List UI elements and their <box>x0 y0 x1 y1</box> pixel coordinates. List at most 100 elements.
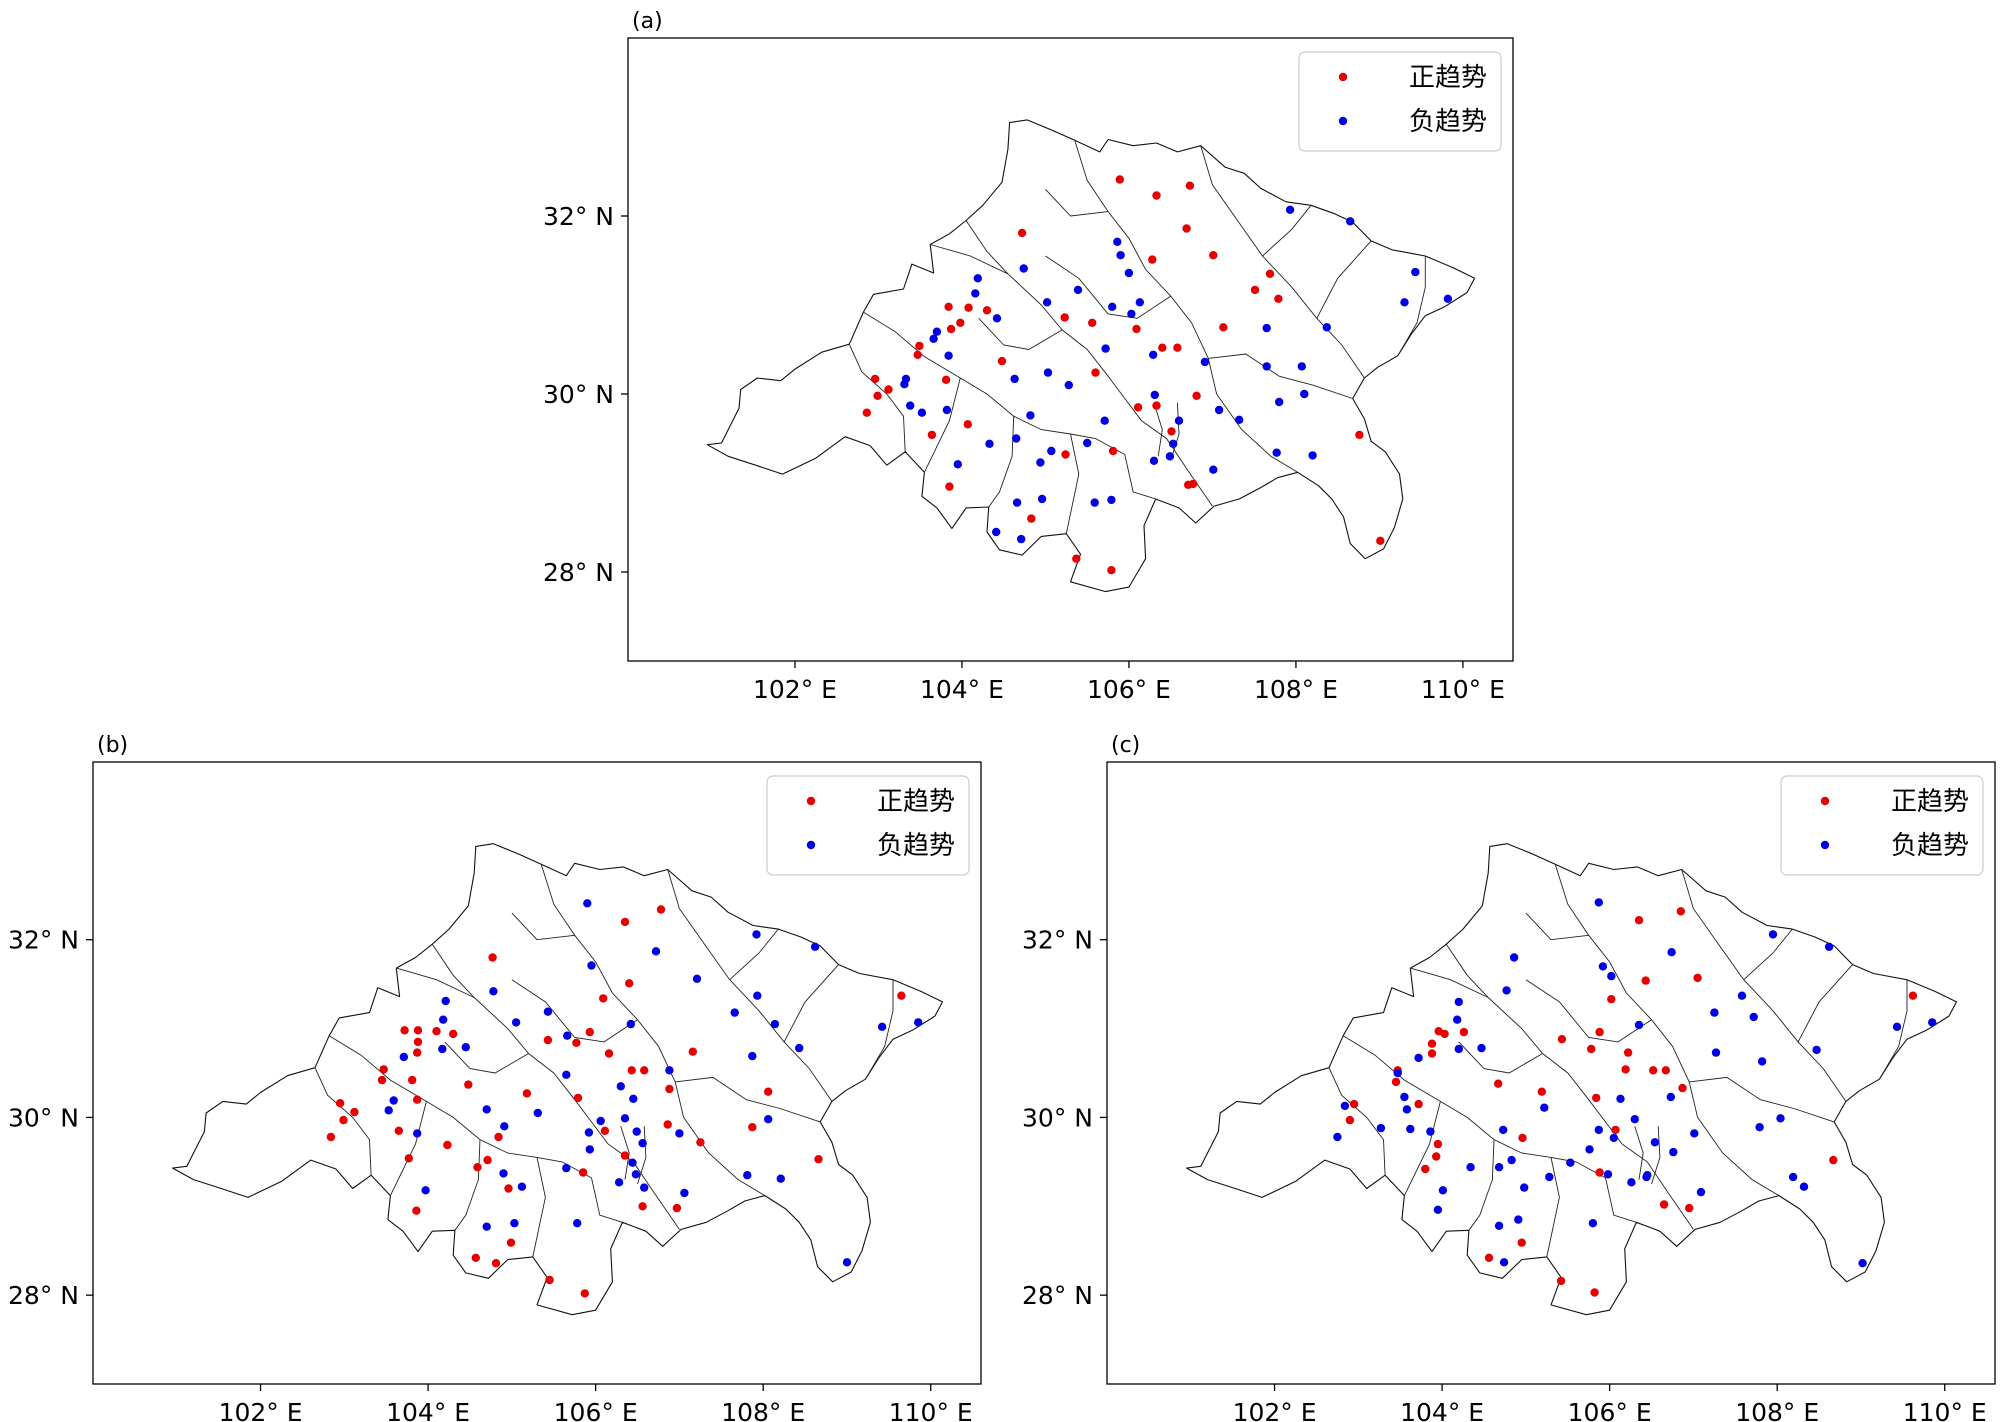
positive-trend-point <box>600 1126 610 1136</box>
negative-trend-point <box>1043 368 1053 377</box>
legend-positive-label: 正趋势 <box>1409 63 1487 93</box>
district-boundary <box>511 979 638 1043</box>
negative-trend-point <box>900 380 909 389</box>
positive-trend-point <box>1829 1155 1838 1165</box>
district-boundary <box>540 864 685 1118</box>
negative-trend-point <box>1037 494 1047 504</box>
negative-trend-point <box>1149 350 1158 359</box>
district-boundary <box>1397 256 1426 356</box>
y-tick-label: 32° N <box>1022 926 1093 955</box>
positive-trend-point <box>572 1038 581 1048</box>
negative-trend-point <box>748 1051 757 1061</box>
x-tick-label: 104° E <box>920 675 1004 704</box>
district-boundary <box>1141 420 1213 507</box>
negative-trend-point <box>992 314 1002 323</box>
negative-trend-point <box>1064 380 1074 390</box>
district-boundary <box>1316 240 1372 319</box>
negative-trend-point <box>1545 1172 1554 1182</box>
negative-trend-point <box>1116 251 1125 260</box>
negative-trend-point <box>1494 1163 1504 1172</box>
district-boundary <box>1170 402 1180 461</box>
district-boundary <box>930 244 1009 275</box>
negative-trend-point <box>1100 416 1109 425</box>
negative-trend-point <box>1036 458 1045 467</box>
negative-trend-point <box>1209 465 1218 474</box>
negative-trend-point <box>1585 1145 1594 1154</box>
negative-trend-point <box>1642 1172 1651 1182</box>
positive-trend-point <box>1250 285 1260 295</box>
negative-trend-point <box>917 408 927 417</box>
negative-trend-point <box>1272 448 1281 457</box>
positive-trend-point <box>627 1066 636 1075</box>
negative-trend-point <box>985 439 994 448</box>
positive-trend-point <box>1427 1039 1437 1048</box>
y-tick-label: 30° N <box>1022 1103 1093 1132</box>
region-boundary <box>1186 843 1958 1316</box>
district-boundary <box>1328 1067 1386 1176</box>
positive-trend-point <box>394 1126 403 1136</box>
negative-trend-point <box>906 401 915 410</box>
x-tick-label: 104° E <box>1400 1398 1484 1422</box>
positive-trend-point <box>1421 1164 1430 1174</box>
negative-trend-point <box>640 1183 649 1192</box>
positive-trend-point <box>1537 1087 1547 1096</box>
positive-trend-point <box>982 306 992 315</box>
negative-trend-point <box>1711 1048 1721 1057</box>
negative-trend-point <box>1858 1259 1867 1268</box>
district-boundary <box>1403 1101 1441 1196</box>
positive-trend-point <box>1072 554 1081 563</box>
negative-trend-point <box>438 1044 447 1054</box>
negative-trend-point <box>764 1115 773 1124</box>
negative-trend-point <box>1768 930 1778 939</box>
district-boundary <box>1546 1157 1560 1257</box>
district-boundary <box>1445 943 1623 1145</box>
positive-trend-point <box>941 375 951 384</box>
positive-trend-point <box>377 1075 387 1085</box>
negative-trend-point <box>1812 1045 1821 1055</box>
negative-trend-point <box>584 1128 594 1137</box>
positive-trend-point <box>1634 916 1644 925</box>
positive-trend-point <box>884 385 893 394</box>
district-boundary <box>729 928 779 981</box>
negative-trend-point <box>461 1043 470 1052</box>
positive-trend-point <box>964 303 973 312</box>
positive-trend-point <box>696 1138 705 1147</box>
district-boundary <box>988 416 1015 508</box>
negative-trend-point <box>511 1018 521 1027</box>
negative-trend-point <box>944 351 953 360</box>
y-tick-label: 28° N <box>1022 1281 1093 1310</box>
x-tick-label: 102° E <box>753 675 837 704</box>
map-panel-c: (c) 102° E 104° E 106° E 108° E 110° E 28° N 30… <box>1022 733 1996 1422</box>
positive-trend-point <box>1115 175 1125 184</box>
negative-trend-point <box>1630 1115 1640 1124</box>
negative-trend-point <box>1090 498 1099 507</box>
positive-trend-point <box>1091 368 1100 377</box>
positive-trend-point <box>1592 1093 1601 1103</box>
negative-trend-point <box>562 1070 571 1080</box>
positive-trend-point <box>471 1253 480 1263</box>
positive-trend-point <box>1484 1253 1494 1263</box>
positive-trend-point <box>748 1123 757 1132</box>
district-boundary <box>591 1177 623 1223</box>
positive-trend-point <box>963 420 972 429</box>
district-boundary <box>667 869 833 1102</box>
positive-trend-point <box>412 1206 421 1215</box>
positive-trend-point <box>672 1203 682 1213</box>
district-boundary <box>1681 869 1847 1102</box>
negative-trend-point <box>877 1022 887 1031</box>
district-boundary <box>1634 1126 1644 1180</box>
positive-trend-point <box>1621 1065 1630 1074</box>
negative-trend-point <box>810 942 820 951</box>
negative-trend-point <box>973 274 982 283</box>
negative-trend-point <box>1214 405 1224 415</box>
negative-trend-point <box>842 1258 852 1267</box>
positive-trend-point <box>339 1115 348 1125</box>
district-boundary <box>1410 967 1489 998</box>
district-boundary <box>1124 454 1156 500</box>
negative-trend-point <box>992 527 1001 537</box>
positive-trend-point <box>1345 1115 1355 1125</box>
district-boundary <box>1605 1177 1637 1223</box>
negative-trend-point <box>1696 1187 1706 1197</box>
positive-trend-point <box>1209 251 1218 260</box>
positive-trend-point <box>1556 1276 1566 1286</box>
